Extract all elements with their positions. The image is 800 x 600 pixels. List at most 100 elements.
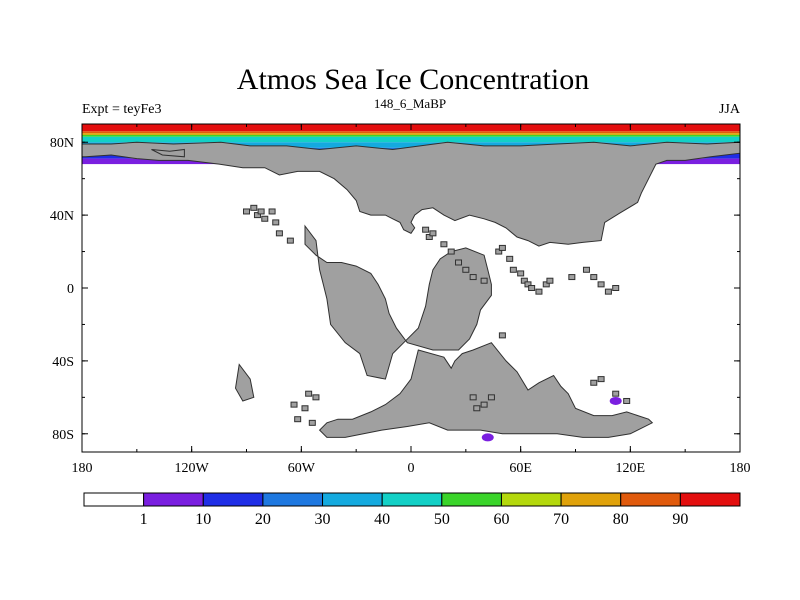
colorbar-label-1: 1 — [140, 511, 148, 528]
island-36 — [294, 416, 302, 423]
longitude-labels: 180 120W 60W 0 60E 120E 180 — [72, 461, 751, 476]
colorbar-label-80: 80 — [613, 511, 629, 528]
colorbar-swatch-8 — [560, 492, 622, 507]
island-48 — [612, 390, 620, 397]
land-polygon-2 — [318, 342, 654, 438]
lon-label-120E: 120E — [616, 461, 646, 476]
island-35 — [290, 401, 298, 408]
colorbar-label-70: 70 — [553, 511, 569, 528]
island-22 — [517, 270, 525, 277]
lon-label-60W: 60W — [288, 461, 316, 476]
land-polygon-4 — [234, 363, 255, 402]
island-32 — [597, 281, 605, 288]
island-26 — [535, 288, 543, 295]
colorbar-label-60: 60 — [493, 511, 509, 528]
island-40 — [312, 394, 320, 401]
island-49 — [623, 397, 631, 404]
island-4 — [261, 215, 269, 222]
island-41 — [498, 332, 506, 339]
season-label: JJA — [719, 102, 741, 117]
island-23 — [520, 277, 528, 284]
island-12 — [440, 241, 448, 248]
sea-ice-patches — [481, 396, 622, 442]
island-6 — [272, 219, 280, 226]
period-label: 148_6_MaBP — [374, 96, 446, 111]
island-17 — [480, 277, 488, 284]
colorbar — [83, 492, 741, 507]
island-25 — [528, 285, 536, 291]
colorbar-label-50: 50 — [434, 511, 450, 528]
island-21 — [509, 266, 517, 273]
plot-title: Atmos Sea Ice Concentration — [237, 63, 589, 96]
lon-label-0: 0 — [408, 461, 415, 476]
lat-label-0: 0 — [67, 282, 74, 297]
lat-label-40S: 40S — [52, 355, 74, 370]
latitude-labels: 80N 40N 0 40S 80S — [50, 136, 74, 443]
map-ticks — [81, 124, 741, 452]
island-1 — [250, 204, 258, 211]
island-0 — [243, 208, 250, 215]
island-13 — [447, 248, 455, 255]
island-8 — [286, 237, 294, 244]
colorbar-label-10: 10 — [195, 511, 211, 528]
ice-band-1 — [82, 131, 740, 134]
island-29 — [568, 274, 576, 281]
island-44 — [473, 405, 481, 412]
land-polygon-0 — [81, 141, 741, 247]
colorbar-swatch-0 — [83, 492, 145, 507]
lon-label-60E: 60E — [509, 461, 532, 476]
colorbar-label-20: 20 — [255, 511, 271, 528]
colorbar-swatch-5 — [381, 492, 443, 507]
island-24 — [524, 281, 532, 288]
island-42 — [487, 394, 495, 401]
ice-patch-1 — [481, 433, 494, 442]
colorbar-label-90: 90 — [672, 511, 688, 528]
colorbar-labels: 1 10 20 30 40 50 60 70 80 90 — [140, 511, 689, 528]
island-9 — [422, 226, 430, 233]
experiment-label: Expt = teyFe3 — [82, 102, 161, 117]
island-33 — [604, 288, 612, 295]
island-10 — [425, 233, 433, 240]
island-19 — [498, 244, 506, 251]
island-2 — [253, 212, 261, 219]
island-7 — [275, 230, 283, 237]
island-37 — [301, 405, 309, 412]
island-38 — [308, 419, 316, 426]
island-47 — [590, 379, 598, 386]
land-polygon-1 — [304, 224, 492, 380]
ice-band-4 — [82, 136, 740, 143]
lon-label-120W: 120W — [175, 461, 210, 476]
colorbar-swatch-10 — [679, 492, 741, 507]
colorbar-swatch-9 — [620, 492, 681, 507]
ice-band-5 — [82, 142, 740, 148]
colorbar-label-30: 30 — [315, 511, 331, 528]
island-31 — [590, 274, 598, 281]
island-15 — [462, 266, 470, 273]
ice-band-2 — [82, 133, 740, 135]
map-panel: 80N 40N 0 40S 80S 180 120W 60W 0 60E 120E 180 — [50, 123, 751, 476]
colorbar-swatch-7 — [500, 492, 562, 507]
land-mask — [81, 141, 741, 438]
island-27 — [542, 281, 550, 288]
island-5 — [268, 208, 276, 215]
island-28 — [546, 277, 554, 284]
colorbar-label-40: 40 — [374, 511, 390, 528]
ice-patch-0 — [609, 396, 622, 405]
island-3 — [257, 208, 265, 215]
ice-band-3 — [82, 134, 740, 137]
colorbar-swatch-1 — [143, 492, 204, 507]
lat-label-80S: 80S — [52, 428, 74, 443]
colorbar-swatch-6 — [441, 492, 502, 507]
land-polygon-3 — [151, 148, 185, 158]
colorbar-swatch-3 — [262, 492, 324, 507]
island-43 — [480, 401, 488, 408]
island-30 — [582, 266, 590, 273]
lon-label-180: 180 — [730, 461, 751, 476]
island-39 — [305, 390, 313, 397]
island-46 — [597, 376, 605, 383]
island-14 — [455, 259, 463, 266]
island-16 — [469, 274, 477, 281]
lat-label-40N: 40N — [50, 209, 74, 224]
island-34 — [612, 285, 620, 291]
